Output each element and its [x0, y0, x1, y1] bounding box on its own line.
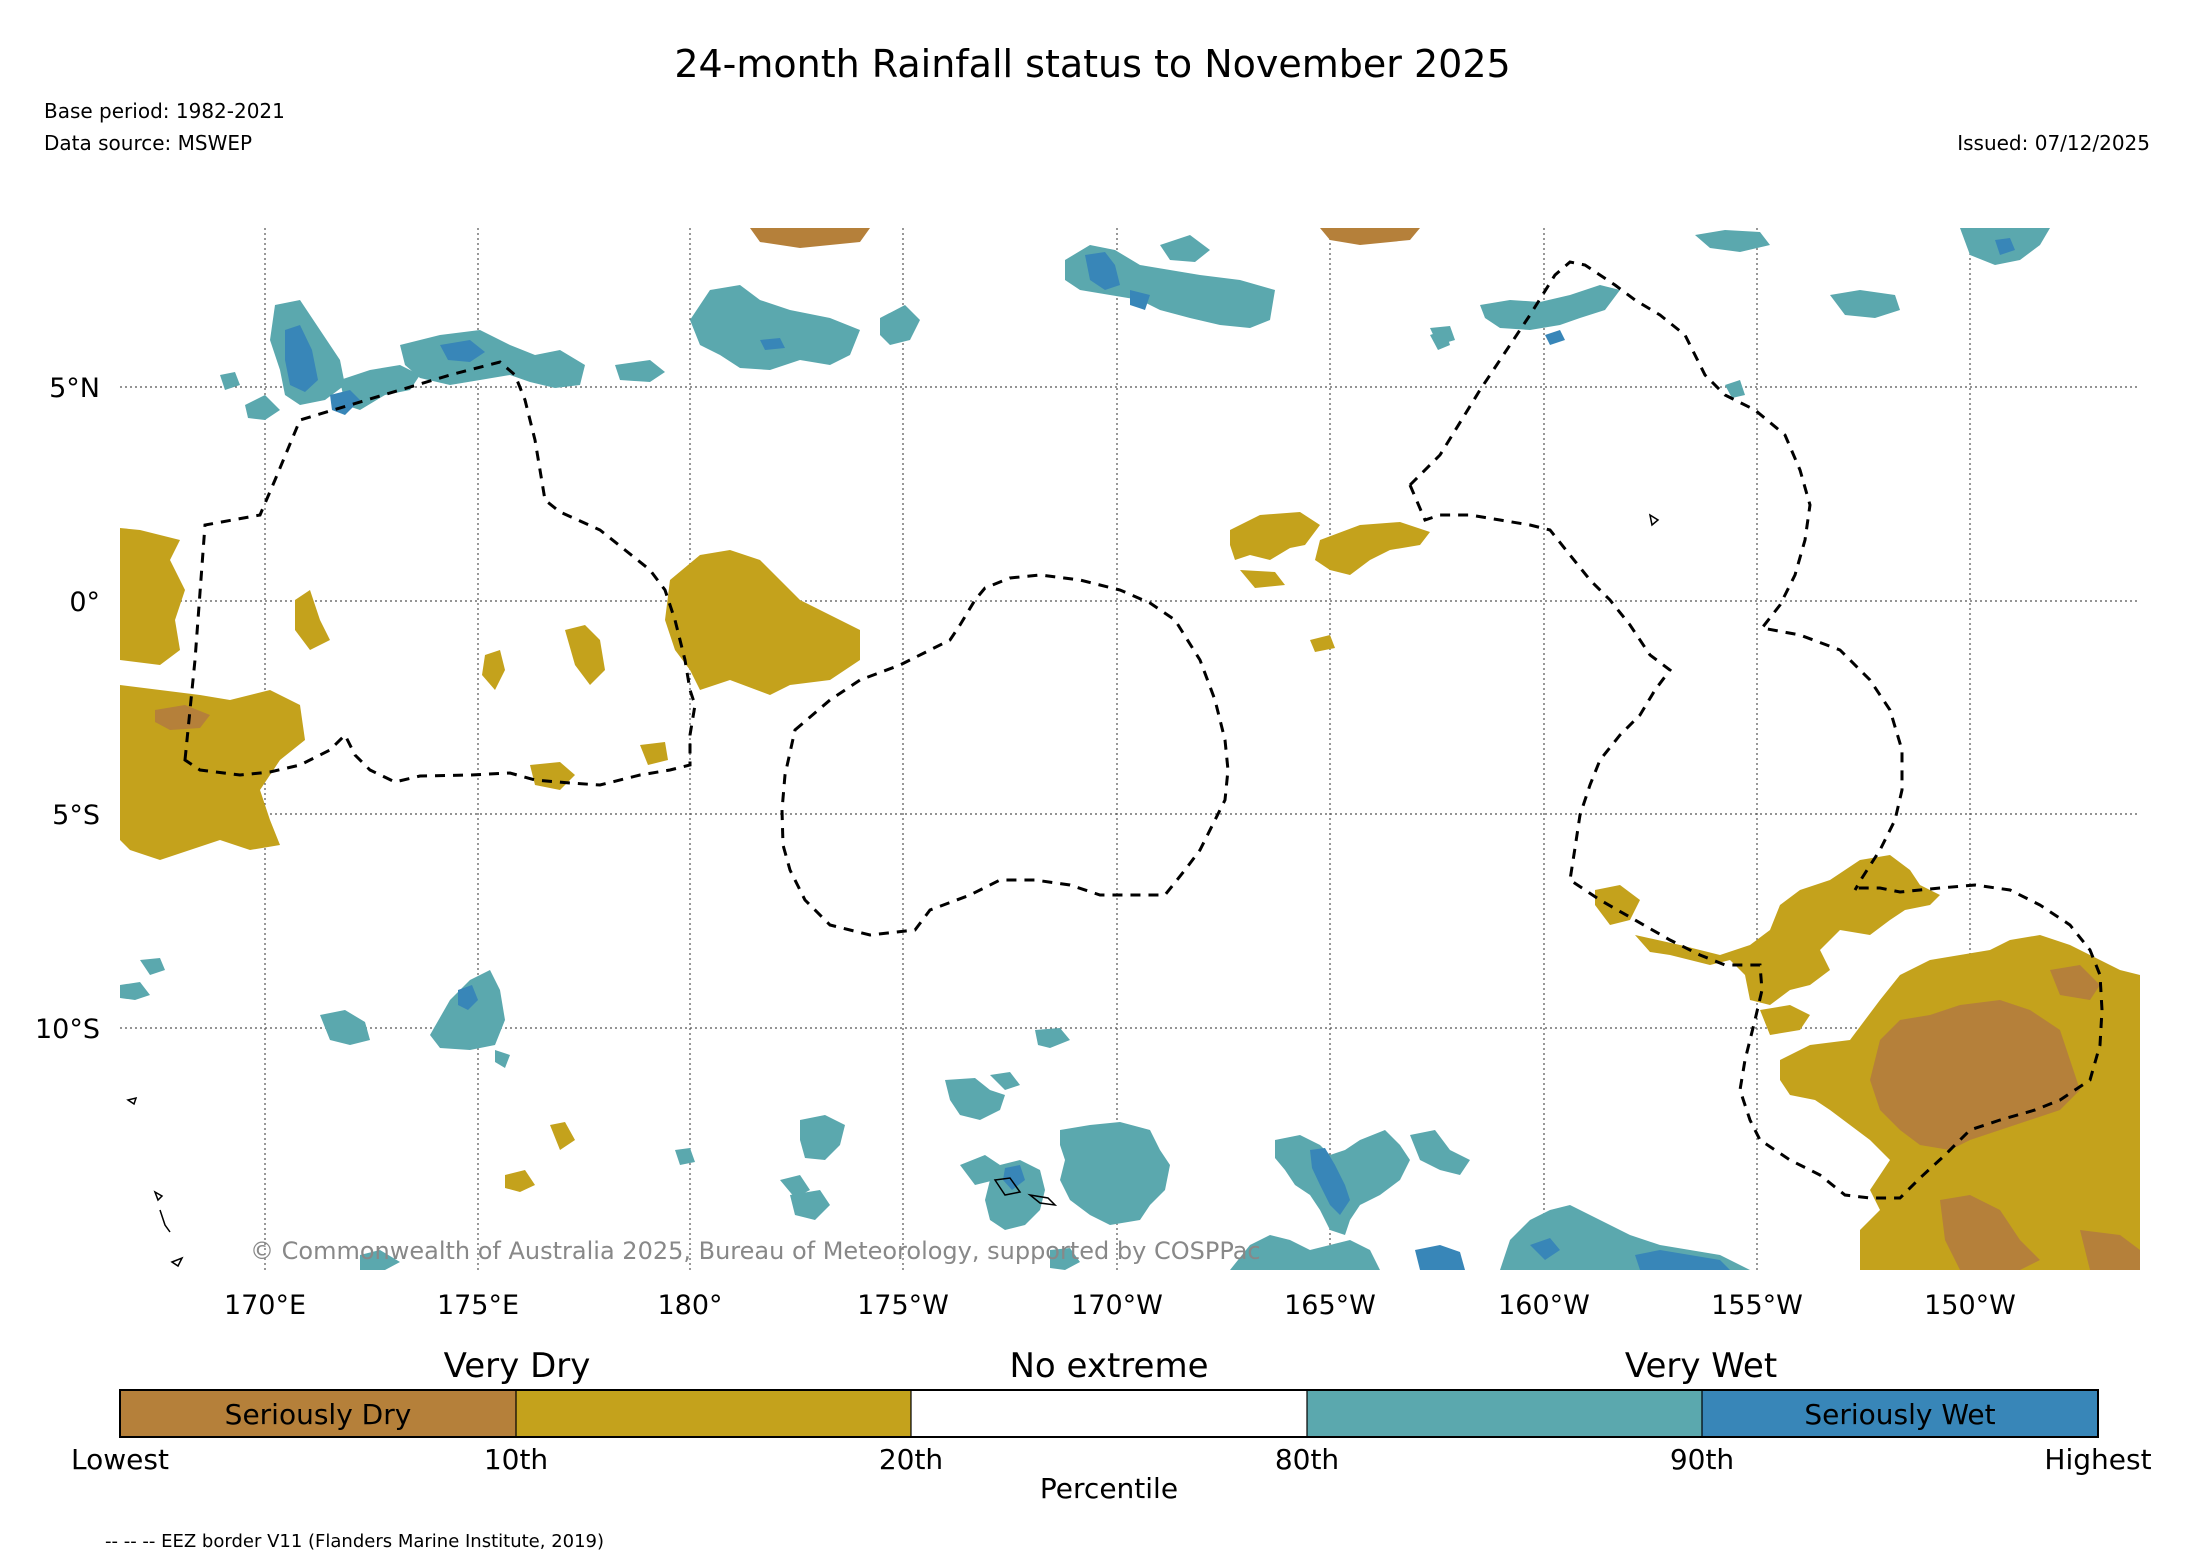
colorbar: Seriously Dry Seriously Wet: [119, 1389, 2099, 1438]
lon-label: 180°: [657, 1290, 722, 1321]
percentile-labels: Lowest 10th 20th 80th 90th Highest Perce…: [71, 1443, 2152, 1505]
island-outlines: [126, 513, 1660, 1268]
issued-date-text: Issued: 07/12/2025: [1957, 131, 2150, 155]
latitude-labels: 5°N 0° 5°S 10°S: [35, 373, 100, 1045]
seriously-wet-regions: [285, 238, 2015, 1270]
colorbar-very-dry: [516, 1390, 911, 1437]
legend-very-wet: Very Wet: [1625, 1346, 1777, 1386]
eez-borders: [183, 260, 2104, 1200]
lat-label: 0°: [69, 587, 100, 618]
lat-label: 5°N: [49, 373, 100, 404]
legend-no-extreme: No extreme: [1009, 1346, 1208, 1386]
very-wet-regions: [120, 228, 2050, 1270]
data-source-text: Data source: MSWEP: [44, 131, 253, 155]
lon-label: 160°W: [1498, 1290, 1590, 1321]
colorbar-border: [119, 1389, 2099, 1438]
copyright-text: © Commonwealth of Australia 2025, Bureau…: [250, 1237, 1261, 1265]
lat-label: 5°S: [52, 800, 100, 831]
percentile-label: 10th: [484, 1443, 548, 1476]
colorbar-seriously-dry: [120, 1390, 516, 1437]
percentile-label: Lowest: [71, 1443, 169, 1476]
colorbar-very-wet: [1307, 1390, 1702, 1437]
lon-label: 175°W: [857, 1290, 949, 1321]
eez-footnote: -- -- -- EEZ border V11 (Flanders Marine…: [105, 1531, 605, 1552]
lon-label: 175°E: [437, 1290, 519, 1321]
gridlines: [120, 228, 2140, 1270]
lon-label: 155°W: [1711, 1290, 1803, 1321]
colorbar-seriously-wet: [1702, 1390, 2098, 1437]
percentile-label: 80th: [1275, 1443, 1339, 1476]
percentile-axis-label: Percentile: [1040, 1472, 1178, 1505]
legend-categories: Very Dry No extreme Very Wet: [444, 1346, 1778, 1386]
legend-very-dry: Very Dry: [444, 1346, 591, 1386]
colorbar-seriously-dry-label: Seriously Dry: [225, 1398, 412, 1431]
colorbar-seriously-wet-label: Seriously Wet: [1804, 1398, 1995, 1431]
percentile-label: 90th: [1670, 1443, 1734, 1476]
percentile-label: Highest: [2044, 1443, 2151, 1476]
map-content: © Commonwealth of Australia 2025, Bureau…: [120, 228, 2140, 1270]
percentile-label: 20th: [879, 1443, 943, 1476]
longitude-labels: 170°E 175°E 180° 175°W 170°W 165°W 160°W…: [224, 1290, 2016, 1321]
base-period-text: Base period: 1982-2021: [44, 99, 285, 123]
lat-label: 10°S: [35, 1014, 100, 1045]
page-title: 24-month Rainfall status to November 202…: [674, 42, 1511, 86]
lon-label: 150°W: [1924, 1290, 2016, 1321]
lon-label: 165°W: [1284, 1290, 1376, 1321]
lon-label: 170°E: [224, 1290, 306, 1321]
colorbar-no-extreme: [911, 1390, 1307, 1437]
lon-label: 170°W: [1071, 1290, 1163, 1321]
